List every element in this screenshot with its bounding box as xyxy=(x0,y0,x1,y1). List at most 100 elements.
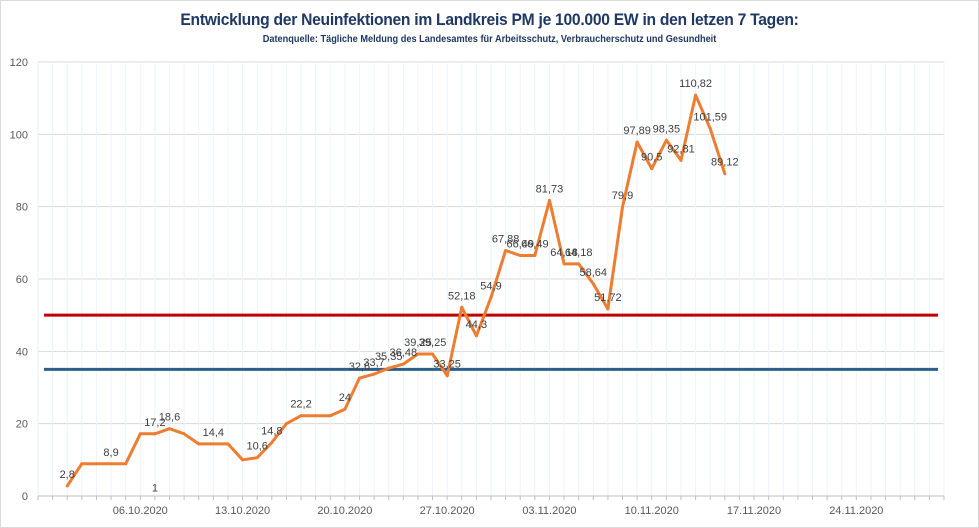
data-point xyxy=(211,442,215,446)
data-label: 10,6 xyxy=(246,441,267,453)
data-label: 58,64 xyxy=(580,267,608,279)
data-label: 44,3 xyxy=(466,319,487,331)
x-tick-label: 27.10.2020 xyxy=(420,505,475,517)
data-point xyxy=(299,414,303,418)
data-point xyxy=(94,462,98,466)
y-tick-label: 0 xyxy=(22,491,28,503)
data-label: 36,48 xyxy=(390,347,418,359)
data-point xyxy=(664,138,668,142)
data-point xyxy=(153,432,157,436)
data-label: 18,6 xyxy=(159,412,180,424)
data-label: 101,59 xyxy=(693,112,727,124)
data-label: 66,49 xyxy=(506,239,534,251)
data-point xyxy=(241,458,245,462)
x-tick-label: 13.10.2020 xyxy=(215,505,270,517)
data-point xyxy=(547,198,551,202)
data-point xyxy=(474,334,478,338)
y-tick-label: 100 xyxy=(10,129,28,141)
y-tick-label: 20 xyxy=(16,419,28,431)
data-point xyxy=(109,462,113,466)
data-label: 35,35 xyxy=(375,351,403,363)
y-tick-label: 80 xyxy=(16,202,28,214)
data-label: 14,4 xyxy=(203,427,224,439)
data-point xyxy=(80,462,84,466)
tick-labels: 0 20 40 60 80 100 120 06.10.2020 13.10.2020 20.10… xyxy=(10,57,884,517)
data-point xyxy=(562,262,566,266)
data-point xyxy=(694,93,698,97)
x-tick-label: 06.10.2020 xyxy=(113,505,168,517)
data-point xyxy=(606,307,610,311)
data-label: 51,72 xyxy=(594,292,622,304)
annotation-label: 1 xyxy=(152,482,158,494)
data-point xyxy=(635,140,639,144)
data-point xyxy=(270,440,274,444)
data-point xyxy=(533,254,537,258)
data-label: 2,8 xyxy=(60,469,75,481)
data-label: 66,49 xyxy=(521,239,549,251)
data-label: 64,18 xyxy=(565,247,593,259)
data-label: 33,7 xyxy=(363,357,384,369)
data-label: 89,12 xyxy=(711,157,739,169)
data-point xyxy=(460,305,464,309)
data-label: 97,89 xyxy=(623,125,651,137)
x-tick-label: 17.11.2020 xyxy=(727,505,781,517)
data-label: 39,25 xyxy=(404,337,432,349)
data-label: 67,88 xyxy=(492,234,520,246)
data-point xyxy=(401,362,405,366)
data-point xyxy=(577,262,581,266)
data-label: 33,25 xyxy=(433,359,461,371)
y-tick-label: 60 xyxy=(16,274,28,286)
x-tick-label: 10.11.2020 xyxy=(625,505,679,517)
vertical-gridlines xyxy=(37,62,945,496)
data-point xyxy=(284,422,288,426)
data-point xyxy=(723,172,727,176)
data-label: 54,9 xyxy=(480,280,501,292)
data-point xyxy=(518,254,522,258)
reference-lines xyxy=(44,313,938,371)
data-point xyxy=(65,484,69,488)
data-point xyxy=(168,427,172,431)
data-point xyxy=(343,407,347,411)
series-layer xyxy=(65,93,727,488)
data-point xyxy=(372,372,376,376)
data-point xyxy=(445,374,449,378)
data-point xyxy=(226,442,230,446)
data-point xyxy=(197,442,201,446)
data-label: 79,9 xyxy=(612,190,633,202)
data-point xyxy=(357,376,361,380)
data-label: 64,18 xyxy=(550,247,578,259)
x-tick-label: 24.11.2020 xyxy=(829,505,883,517)
data-point xyxy=(387,366,391,370)
data-label: 39,25 xyxy=(419,337,447,349)
data-point xyxy=(182,432,186,436)
data-label: 81,73 xyxy=(536,183,564,195)
data-labels: 2,8 8,9 17,218,6 14,4 10,6 14,8 22,2 24 32,633,7… xyxy=(60,78,739,494)
data-label: 90,5 xyxy=(641,152,662,164)
data-point xyxy=(708,127,712,131)
data-point xyxy=(621,205,625,209)
x-tick-label: 03.11.2020 xyxy=(522,505,576,517)
series-line xyxy=(65,93,727,488)
data-label: 24 xyxy=(339,392,351,404)
data-point xyxy=(138,432,142,436)
data-label: 110,82 xyxy=(679,78,712,90)
data-point xyxy=(650,167,654,171)
data-label: 17,2 xyxy=(144,417,165,429)
data-label: 8,9 xyxy=(103,447,118,459)
data-point xyxy=(679,158,683,162)
y-tick-label: 40 xyxy=(16,346,28,358)
y-tick-label: 120 xyxy=(10,57,28,69)
data-point xyxy=(591,282,595,286)
data-label: 22,2 xyxy=(290,399,311,411)
data-label: 98,35 xyxy=(653,123,681,135)
data-point xyxy=(416,352,420,356)
axes xyxy=(37,495,945,500)
data-label: 92,81 xyxy=(667,143,695,155)
data-label: 32,6 xyxy=(349,361,370,373)
data-point xyxy=(431,352,435,356)
data-point xyxy=(328,414,332,418)
data-point xyxy=(255,456,259,460)
data-point xyxy=(124,462,128,466)
data-point xyxy=(489,295,493,299)
